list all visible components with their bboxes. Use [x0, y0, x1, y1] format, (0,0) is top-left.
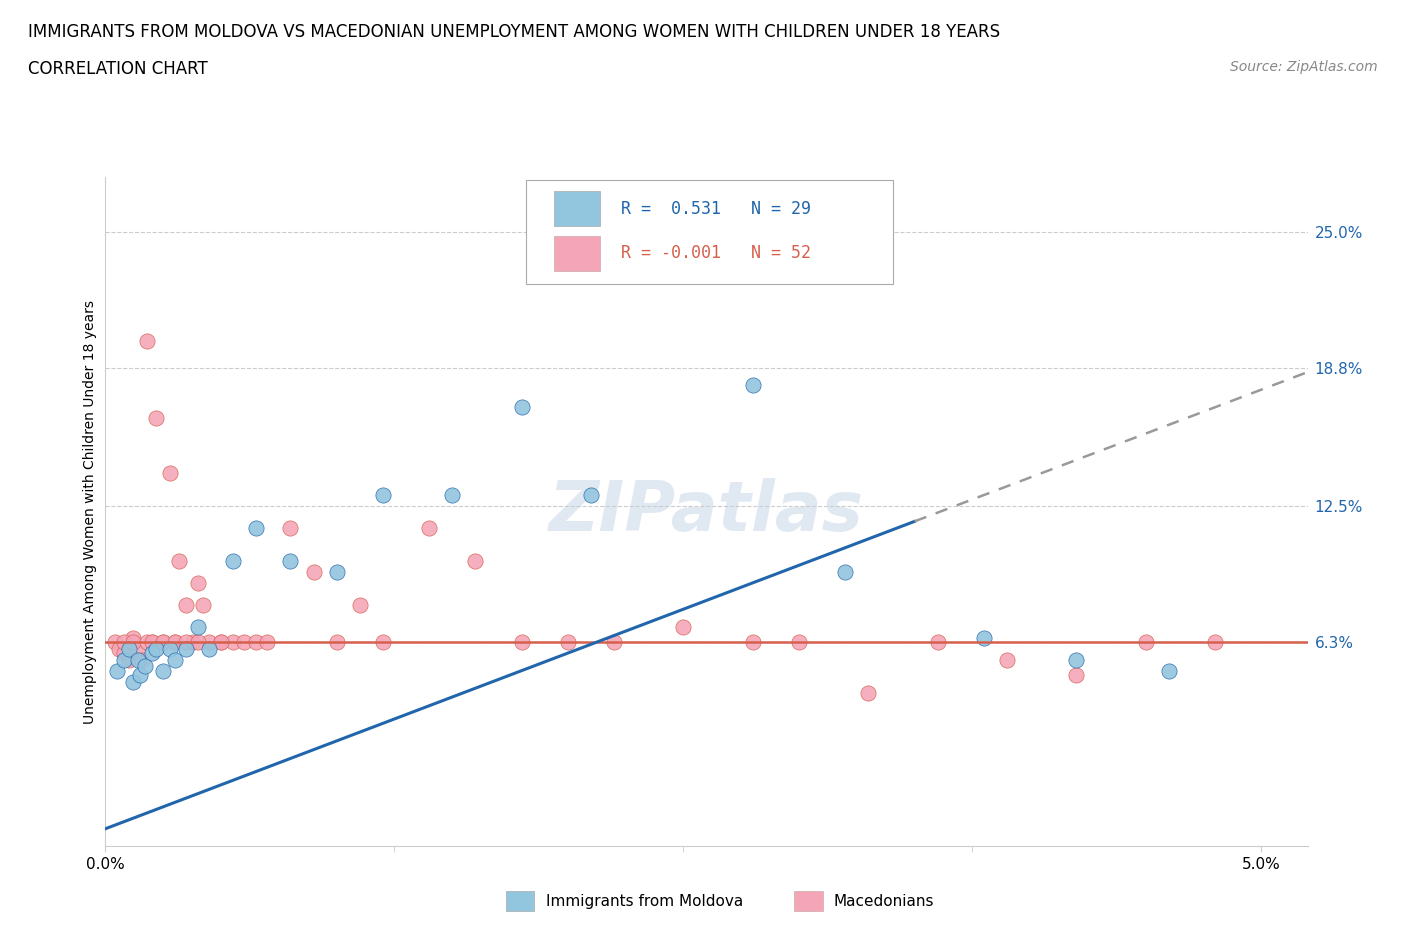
FancyBboxPatch shape [526, 180, 893, 284]
Point [198, 634, 221, 649]
Text: R = -0.001   N = 52: R = -0.001 N = 52 [621, 245, 811, 262]
Point [187, 619, 209, 634]
Point [557, 634, 579, 649]
Point [145, 411, 167, 426]
Point [325, 634, 347, 649]
Point [741, 634, 763, 649]
Text: CORRELATION CHART: CORRELATION CHART [28, 60, 208, 78]
Point [209, 634, 232, 649]
Point [159, 642, 181, 657]
Point [787, 634, 810, 649]
Point [104, 634, 127, 649]
Point [122, 674, 145, 689]
Point [169, 553, 191, 568]
Point [117, 642, 139, 657]
Point [141, 645, 163, 660]
Point [141, 634, 163, 649]
Point [464, 553, 486, 568]
Point [834, 565, 856, 579]
Point [152, 634, 174, 649]
Point [209, 634, 232, 649]
Point [176, 597, 198, 612]
Point [280, 553, 302, 568]
Point [302, 565, 325, 579]
Point [221, 553, 243, 568]
Point [245, 634, 267, 649]
Text: IMMIGRANTS FROM MOLDOVA VS MACEDONIAN UNEMPLOYMENT AMONG WOMEN WITH CHILDREN UND: IMMIGRANTS FROM MOLDOVA VS MACEDONIAN UN… [28, 23, 1000, 41]
Point [127, 645, 149, 660]
Point [371, 634, 394, 649]
Point [579, 487, 602, 502]
Point [131, 652, 153, 667]
Point [112, 645, 135, 660]
Point [1204, 634, 1226, 649]
Point [122, 634, 145, 649]
Point [1157, 663, 1180, 678]
Text: Source: ZipAtlas.com: Source: ZipAtlas.com [1230, 60, 1378, 74]
Point [325, 565, 347, 579]
Point [127, 652, 149, 667]
Point [349, 597, 371, 612]
Point [163, 634, 186, 649]
Point [256, 634, 278, 649]
Point [141, 634, 163, 649]
Y-axis label: Unemployment Among Women with Children Under 18 years: Unemployment Among Women with Children U… [83, 299, 97, 724]
Point [152, 634, 174, 649]
FancyBboxPatch shape [554, 192, 599, 226]
Point [672, 619, 695, 634]
Point [163, 634, 186, 649]
Point [117, 652, 139, 667]
Point [191, 597, 214, 612]
Point [198, 642, 221, 657]
Point [136, 634, 159, 649]
Point [1135, 634, 1157, 649]
Text: ZIPatlas: ZIPatlas [548, 478, 865, 545]
Point [105, 663, 128, 678]
Point [163, 652, 186, 667]
Point [1066, 668, 1088, 683]
Text: R =  0.531   N = 29: R = 0.531 N = 29 [621, 200, 811, 218]
Point [858, 685, 880, 700]
Point [927, 634, 949, 649]
Point [510, 400, 533, 415]
Point [371, 487, 394, 502]
Point [995, 652, 1018, 667]
Point [672, 224, 695, 239]
Point [112, 652, 135, 667]
Point [221, 634, 243, 649]
Point [122, 631, 145, 645]
Text: Macedonians: Macedonians [834, 894, 934, 909]
Point [152, 663, 174, 678]
Point [741, 378, 763, 392]
Point [112, 634, 135, 649]
Point [181, 634, 204, 649]
Point [187, 634, 209, 649]
Point [176, 634, 198, 649]
Point [187, 576, 209, 591]
Point [108, 642, 131, 657]
Point [603, 634, 626, 649]
Point [134, 658, 156, 673]
Point [233, 634, 256, 649]
Point [245, 521, 267, 536]
Point [1066, 652, 1088, 667]
Text: Immigrants from Moldova: Immigrants from Moldova [546, 894, 742, 909]
Point [145, 642, 167, 657]
Point [176, 642, 198, 657]
Point [136, 334, 159, 349]
Point [129, 668, 152, 683]
Point [280, 521, 302, 536]
Point [441, 487, 464, 502]
FancyBboxPatch shape [554, 236, 599, 271]
Point [510, 634, 533, 649]
Point [159, 466, 181, 481]
Point [973, 631, 995, 645]
Point [418, 521, 440, 536]
